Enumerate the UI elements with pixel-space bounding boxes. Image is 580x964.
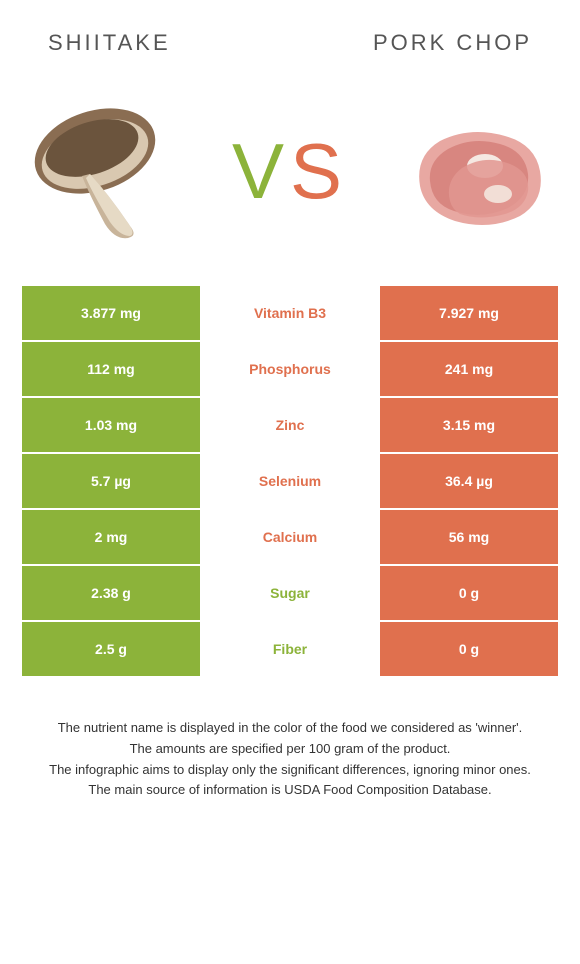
table-row: 2 mgCalcium56 mg <box>22 510 558 564</box>
pork-chop-image <box>390 86 560 256</box>
footer-line: The amounts are specified per 100 gram o… <box>24 739 556 760</box>
right-value-cell: 7.927 mg <box>380 286 558 340</box>
vs-s-letter: S <box>290 126 348 217</box>
right-value-cell: 0 g <box>380 622 558 676</box>
table-row: 5.7 µgSelenium36.4 µg <box>22 454 558 508</box>
right-value-cell: 56 mg <box>380 510 558 564</box>
nutrient-name-cell: Selenium <box>200 454 380 508</box>
right-value-cell: 0 g <box>380 566 558 620</box>
footer-line: The nutrient name is displayed in the co… <box>24 718 556 739</box>
left-value-cell: 3.877 mg <box>22 286 200 340</box>
left-food-title: Shiitake <box>48 30 171 56</box>
table-row: 112 mgPhosphorus241 mg <box>22 342 558 396</box>
header: Shiitake Pork chop <box>0 0 580 76</box>
nutrient-name-cell: Zinc <box>200 398 380 452</box>
nutrient-name-cell: Fiber <box>200 622 380 676</box>
vs-label: VS <box>232 126 348 217</box>
footer-notes: The nutrient name is displayed in the co… <box>0 678 580 801</box>
nutrient-name-cell: Sugar <box>200 566 380 620</box>
footer-line: The main source of information is USDA F… <box>24 780 556 801</box>
nutrient-table: 3.877 mgVitamin B37.927 mg112 mgPhosphor… <box>0 286 580 676</box>
vs-v-letter: V <box>232 126 290 217</box>
left-value-cell: 112 mg <box>22 342 200 396</box>
table-row: 2.5 gFiber0 g <box>22 622 558 676</box>
left-value-cell: 2.38 g <box>22 566 200 620</box>
right-value-cell: 36.4 µg <box>380 454 558 508</box>
right-value-cell: 3.15 mg <box>380 398 558 452</box>
table-row: 2.38 gSugar0 g <box>22 566 558 620</box>
table-row: 1.03 mgZinc3.15 mg <box>22 398 558 452</box>
vs-row: VS <box>0 76 580 286</box>
footer-line: The infographic aims to display only the… <box>24 760 556 781</box>
nutrient-name-cell: Vitamin B3 <box>200 286 380 340</box>
shiitake-image <box>20 86 190 256</box>
right-food-title: Pork chop <box>373 30 532 56</box>
left-value-cell: 5.7 µg <box>22 454 200 508</box>
left-value-cell: 1.03 mg <box>22 398 200 452</box>
left-value-cell: 2 mg <box>22 510 200 564</box>
right-value-cell: 241 mg <box>380 342 558 396</box>
nutrient-name-cell: Calcium <box>200 510 380 564</box>
nutrient-name-cell: Phosphorus <box>200 342 380 396</box>
left-value-cell: 2.5 g <box>22 622 200 676</box>
table-row: 3.877 mgVitamin B37.927 mg <box>22 286 558 340</box>
